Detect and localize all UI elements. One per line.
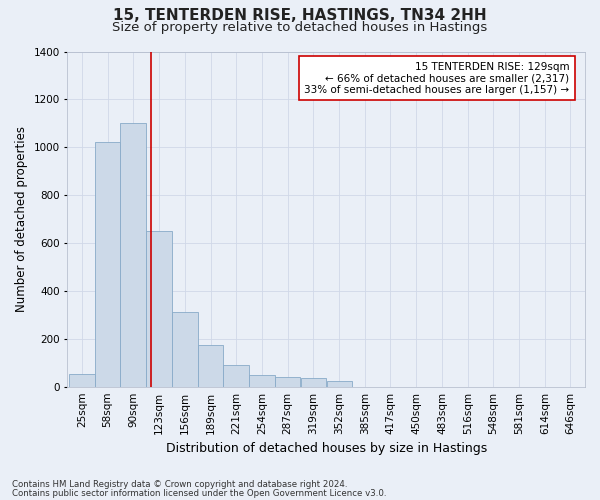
Bar — [199, 345, 223, 387]
Bar — [223, 365, 249, 386]
Bar — [301, 378, 326, 386]
Bar — [250, 374, 275, 386]
Text: Contains HM Land Registry data © Crown copyright and database right 2024.: Contains HM Land Registry data © Crown c… — [12, 480, 347, 489]
Text: 15, TENTERDEN RISE, HASTINGS, TN34 2HH: 15, TENTERDEN RISE, HASTINGS, TN34 2HH — [113, 8, 487, 22]
Bar — [172, 312, 197, 386]
Text: Size of property relative to detached houses in Hastings: Size of property relative to detached ho… — [112, 21, 488, 34]
Y-axis label: Number of detached properties: Number of detached properties — [15, 126, 28, 312]
X-axis label: Distribution of detached houses by size in Hastings: Distribution of detached houses by size … — [166, 442, 487, 455]
Bar — [275, 377, 300, 386]
Bar — [146, 231, 172, 386]
Bar — [326, 380, 352, 386]
Bar — [70, 374, 95, 386]
Text: Contains public sector information licensed under the Open Government Licence v3: Contains public sector information licen… — [12, 488, 386, 498]
Bar — [121, 124, 146, 386]
Text: 15 TENTERDEN RISE: 129sqm
← 66% of detached houses are smaller (2,317)
33% of se: 15 TENTERDEN RISE: 129sqm ← 66% of detac… — [304, 62, 569, 95]
Bar — [95, 142, 120, 386]
